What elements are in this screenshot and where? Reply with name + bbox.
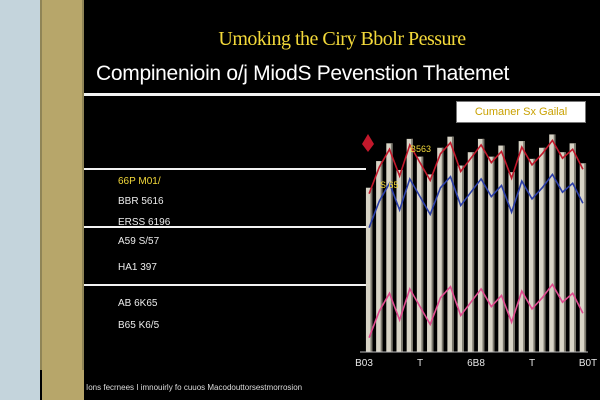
separator-line bbox=[84, 284, 366, 286]
chart-bar bbox=[396, 169, 403, 352]
chart-bar-shade bbox=[563, 152, 566, 352]
chart-bar bbox=[376, 161, 383, 352]
chart-bar bbox=[528, 158, 536, 352]
chart-bar-shade bbox=[492, 156, 495, 352]
chart-bar-shade bbox=[513, 172, 515, 352]
trend-line-red bbox=[368, 138, 584, 194]
chart-bar bbox=[386, 143, 393, 352]
trend-line-pink bbox=[368, 282, 584, 338]
chart-footnote: Ions fecrnees I imnouirly fo cuuos Macod… bbox=[86, 383, 303, 392]
chart-bar bbox=[559, 152, 566, 352]
row-label: B65 K6/5 bbox=[118, 320, 160, 331]
chart-bar bbox=[447, 136, 454, 352]
chart-bar-shade bbox=[390, 143, 393, 352]
chart-bar bbox=[579, 163, 587, 352]
x-tick-label: T bbox=[529, 358, 535, 369]
chart-bar-shade bbox=[462, 165, 464, 352]
x-tick-label: B0T bbox=[579, 358, 597, 369]
chart-annotation: B563 bbox=[410, 144, 431, 154]
chart-bar-shade bbox=[401, 169, 403, 352]
panel-divider bbox=[82, 0, 84, 370]
chart-bar-shade bbox=[411, 138, 413, 352]
chart-bar bbox=[498, 145, 505, 352]
chart-bar bbox=[477, 138, 485, 352]
chart-bar-shade bbox=[370, 187, 373, 352]
separator-line bbox=[84, 168, 366, 170]
chart-subtitle: Compinenioin o/j MiodS Pevenstion Thatem… bbox=[96, 62, 510, 85]
row-label: BBR 5616 bbox=[118, 196, 164, 207]
chart-bar-shade bbox=[431, 174, 434, 352]
chart-bar bbox=[569, 143, 576, 352]
row-label: HA1 397 bbox=[118, 262, 157, 273]
left-panel-gold bbox=[42, 0, 84, 400]
chart-bar-shade bbox=[543, 147, 546, 352]
chart-legend: Cumaner Sx Gailal bbox=[456, 101, 586, 123]
chart-bar-shade bbox=[451, 136, 454, 352]
chart-bar bbox=[539, 147, 546, 352]
separator-line bbox=[84, 93, 600, 96]
chart-bar-shade bbox=[472, 152, 475, 352]
subtitle-band bbox=[84, 58, 586, 92]
x-tick-label: T bbox=[417, 358, 423, 369]
chart-bar-shade bbox=[584, 163, 587, 352]
chart-bar-shade bbox=[523, 141, 525, 352]
chart-bar bbox=[549, 134, 556, 352]
chart-annotation: S 65 bbox=[380, 180, 399, 190]
row-label: ERSS 6196 bbox=[118, 217, 171, 228]
separator-line bbox=[84, 226, 366, 228]
chart-bar-shade bbox=[441, 147, 444, 352]
left-panel-blue bbox=[0, 0, 40, 400]
chart-bar-shade bbox=[502, 145, 505, 352]
chart-bar bbox=[365, 187, 373, 352]
chart-bar-shade bbox=[421, 156, 424, 352]
chart-bar bbox=[427, 174, 434, 352]
chart-bar-shade bbox=[553, 134, 556, 352]
chart-bar-shade bbox=[380, 161, 383, 352]
trend-line-blue bbox=[368, 172, 584, 228]
chart-bar bbox=[416, 156, 424, 352]
chart-bar-shade bbox=[482, 138, 485, 352]
chart-bar bbox=[508, 172, 515, 352]
chart-bar bbox=[457, 165, 464, 352]
chart-bar-shade bbox=[533, 158, 536, 352]
chart-bar bbox=[406, 138, 413, 352]
chart-title: Umoking the Ciry Bbolr Pessure bbox=[218, 28, 466, 50]
panel-divider bbox=[40, 0, 42, 370]
chart-bar-shade bbox=[574, 143, 576, 352]
chart-bar bbox=[437, 147, 444, 352]
chart-bar bbox=[518, 141, 525, 352]
row-label: A59 S/57 bbox=[118, 236, 160, 247]
x-tick-label: B03 bbox=[355, 358, 373, 369]
chart-bar bbox=[467, 152, 475, 352]
row-label: 66P M01/ bbox=[118, 176, 161, 187]
x-tick-label: 6B8 bbox=[467, 358, 485, 369]
trend-marker bbox=[362, 134, 374, 152]
chart-bar bbox=[488, 156, 495, 352]
row-label: AB 6K65 bbox=[118, 298, 158, 309]
